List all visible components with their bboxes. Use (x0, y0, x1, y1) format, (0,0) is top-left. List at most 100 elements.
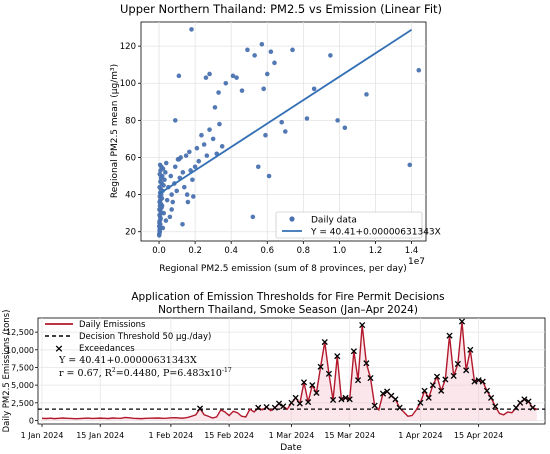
scatter-x-tick-label: 0.2 (188, 246, 202, 256)
scatter-point (328, 53, 333, 58)
exceedance-marker (483, 387, 491, 394)
scatter-point (245, 47, 250, 53)
timeseries-x-tick-label: 1 Mar 2024 (269, 431, 315, 440)
exceedance-marker (359, 322, 366, 329)
scatter-point (259, 41, 265, 47)
exceedance-marker-stroke (471, 378, 478, 385)
exceedance-marker-stroke (321, 338, 328, 346)
timeseries-x-tick-label: 15 Feb 2024 (204, 431, 254, 440)
legend-marker-exceedance: × (54, 342, 63, 355)
exceedance-marker-stroke (280, 403, 287, 410)
scatter-point (304, 116, 310, 121)
exceedance-marker (396, 404, 403, 411)
exceedance-marker-stroke (512, 404, 520, 411)
exceedance-marker (454, 360, 461, 367)
exceedance-marker (479, 378, 486, 385)
exceedance-marker (371, 402, 378, 409)
exceedance-marker (330, 396, 337, 404)
scatter-point (230, 73, 236, 79)
exceedance-marker (421, 387, 428, 394)
scatter-point (181, 184, 187, 190)
exceedance-marker (471, 378, 478, 385)
exceedance-marker (263, 403, 270, 411)
exceedance-marker-stroke (255, 404, 262, 411)
timeseries-chart: Application of Emission Thresholds for F… (2, 291, 546, 453)
timeseries-y-tick-label: 10,000 (6, 346, 34, 355)
exceedance-marker-stroke (305, 399, 312, 406)
scatter-x-multiplier: 1e7 (408, 257, 425, 267)
exceedance-marker-stroke (275, 400, 283, 407)
scatter-point (255, 164, 261, 170)
exceedance-marker-stroke (317, 363, 324, 370)
scatter-point (185, 199, 191, 205)
scatter-point (158, 179, 163, 184)
scatter-chart: Upper Northern Thailand: PM2.5 vs Emissi… (110, 2, 442, 274)
exceedance-marker (450, 372, 457, 380)
exceedance-marker-stroke (446, 332, 453, 339)
scatter-point (207, 127, 212, 132)
scatter-point (167, 214, 173, 220)
exceedance-marker-stroke (492, 403, 499, 410)
scatter-point (163, 218, 169, 223)
scatter-point (203, 75, 209, 80)
scatter-x-tick-label: 0.8 (297, 246, 311, 256)
exceedance-marker-stroke (263, 403, 270, 411)
exceedance-marker (488, 394, 495, 401)
exceedance-marker-stroke (363, 360, 370, 367)
scatter-y-tick-label: 80 (125, 116, 136, 126)
scatter-point (172, 164, 178, 170)
scatter-point (266, 173, 272, 179)
scatter-point (160, 225, 166, 231)
scatter-point (176, 157, 182, 162)
scatter-point (204, 153, 210, 158)
exceedance-marker (275, 400, 283, 407)
exceedance-marker (288, 399, 295, 406)
scatter-point (180, 170, 186, 175)
scatter-point (184, 192, 190, 197)
scatter-point (189, 27, 194, 32)
exceedance-marker-stroke (350, 348, 357, 355)
scatter-point (157, 162, 163, 168)
exceedance-marker-stroke (450, 372, 457, 380)
exceedance-marker-stroke (392, 396, 399, 403)
exceedance-marker (492, 403, 499, 410)
scatter-y-tick-label: 20 (125, 228, 136, 238)
scatter-point (169, 192, 174, 197)
scatter-point (217, 121, 222, 127)
exceedance-marker-stroke (292, 394, 299, 401)
scatter-legend: Daily data Y = 40.41+0.00000631343X (275, 211, 441, 239)
exceedance-marker-stroke (334, 353, 341, 360)
exceedance-marker-stroke (488, 394, 495, 401)
scatter-point (194, 145, 200, 151)
exceedance-marker-stroke (330, 396, 337, 404)
exceedance-marker-stroke (479, 378, 486, 385)
scatter-y-tick-label: 60 (125, 153, 136, 163)
scatter-point (263, 132, 268, 138)
timeseries-y-tick-label: 7,500 (11, 363, 34, 372)
scatter-point (201, 142, 207, 147)
exceedance-marker-stroke (354, 377, 362, 384)
scatter-fit-line-path (158, 29, 413, 195)
timeseries-x-tick-label: 1 Jan 2024 (21, 431, 64, 440)
exceedance-marker (463, 367, 470, 374)
scatter-point (342, 125, 348, 131)
legend-label-daily: Daily data (311, 216, 357, 226)
exceedance-marker-stroke (196, 405, 204, 412)
scatter-point (174, 188, 180, 194)
scatter-point (216, 90, 221, 95)
scatter-point (250, 214, 256, 220)
scatter-x-ticks: 0.0 0.2 0.4 0.6 0.8 1.0 1.2 1.4 (152, 241, 418, 256)
legend-label-exceedance: Exceedances (79, 344, 135, 354)
scatter-point (311, 86, 317, 92)
timeseries-y-ticks: 0 2,500 5,000 7,500 10,000 12,500 (6, 328, 38, 425)
scatter-x-tick-label: 1.0 (333, 246, 347, 256)
exceedance-marker (525, 398, 532, 405)
exceedance-marker-stroke (296, 400, 303, 407)
exceedance-marker (367, 375, 374, 382)
scatter-point (272, 60, 277, 66)
exceedance-marker-stroke (529, 404, 536, 411)
legend-label-fit: Y = 40.41+0.00000631343X (310, 228, 441, 238)
scatter-point (157, 184, 162, 190)
stats-annotation: r = 0.67, R2=0.4480, P=6.483x10-17 (59, 367, 232, 379)
exceedance-marker-stroke (429, 382, 436, 389)
